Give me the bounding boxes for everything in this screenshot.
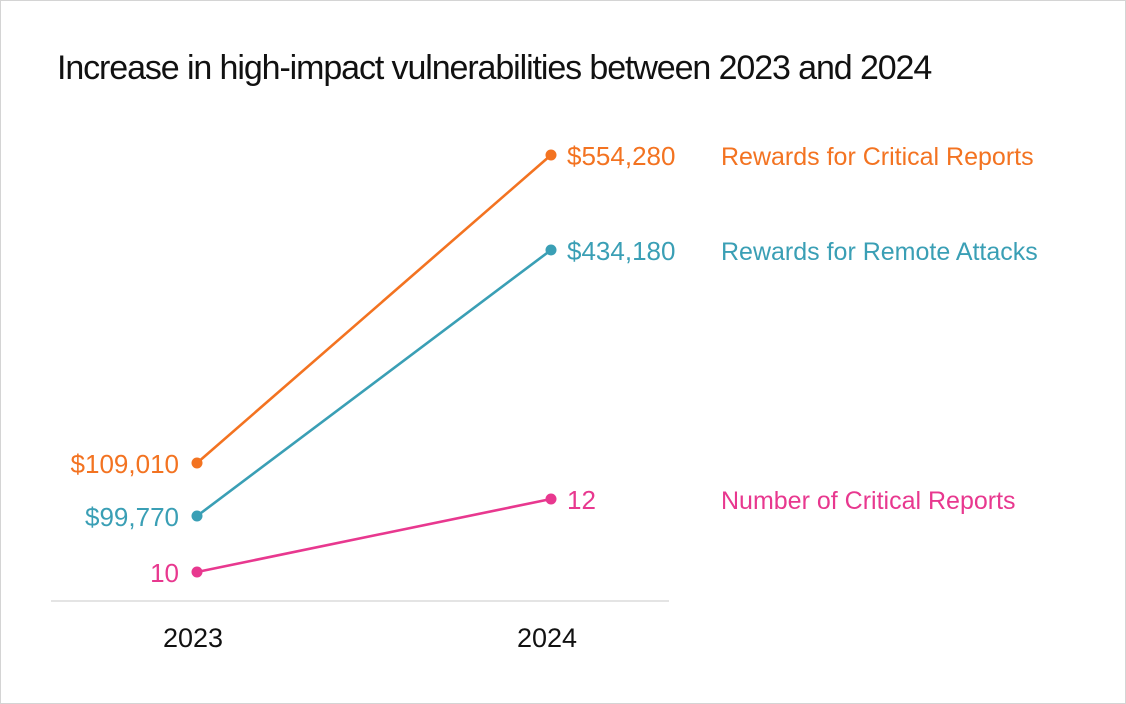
- series-line-rewards-for-critical-reports: [195, 153, 553, 465]
- data-label-number-of-critical-reports-2023: 10: [150, 558, 179, 588]
- point-rewards-for-critical-reports-2023: [191, 457, 203, 469]
- chart-title: Increase in high-impact vulnerabilities …: [57, 49, 932, 87]
- data-label-rewards-for-critical-reports-2024: $554,280: [567, 141, 675, 171]
- series-line-number-of-critical-reports: [195, 497, 553, 574]
- legend-label-rewards-for-remote-attacks: Rewards for Remote Attacks: [721, 238, 1038, 266]
- point-rewards-for-remote-attacks-2024: [545, 244, 557, 256]
- point-rewards-for-critical-reports-2024: [545, 149, 557, 161]
- data-label-rewards-for-critical-reports-2023: $109,010: [71, 449, 179, 479]
- legend-label-rewards-for-critical-reports: Rewards for Critical Reports: [721, 143, 1034, 171]
- data-label-rewards-for-remote-attacks-2024: $434,180: [567, 236, 675, 266]
- point-rewards-for-remote-attacks-2023: [191, 510, 203, 522]
- series-line-rewards-for-remote-attacks: [195, 248, 553, 518]
- data-label-number-of-critical-reports-2024: 12: [567, 485, 596, 515]
- x-tick-label-2023: 2023: [163, 623, 223, 653]
- x-tick-label-2024: 2024: [517, 623, 577, 653]
- point-number-of-critical-reports-2023: [191, 566, 203, 578]
- data-label-rewards-for-remote-attacks-2023: $99,770: [85, 502, 179, 532]
- legend-label-number-of-critical-reports: Number of Critical Reports: [721, 487, 1016, 515]
- point-number-of-critical-reports-2024: [545, 493, 557, 505]
